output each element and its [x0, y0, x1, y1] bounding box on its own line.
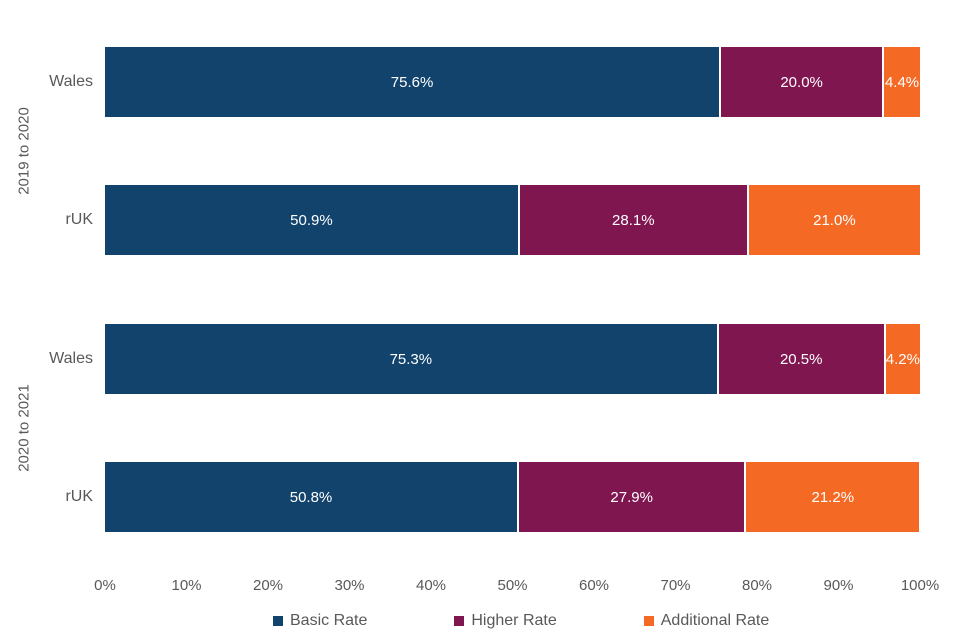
bar-value-label: 4.2% [885, 350, 920, 368]
legend-item-additional-rate: Additional Rate [643, 612, 770, 630]
bar-segment: 27.9% [519, 462, 747, 532]
bar-value-label: 75.3% [389, 350, 433, 368]
category-label: rUK [65, 488, 93, 505]
bar-row-ruk-1: 50.9% 28.1% 21.0% [105, 185, 920, 255]
bar-segment: 4.2% [885, 324, 920, 394]
bar-segment: 4.4% [884, 47, 920, 117]
bar-segment: 50.9% [105, 185, 520, 255]
category-label: Wales [49, 73, 93, 90]
bar-value-label: 50.8% [289, 488, 333, 506]
x-axis-tick-label: 0% [94, 577, 116, 594]
x-axis-tick-label: 40% [415, 577, 447, 594]
bar-value-label: 20.0% [780, 73, 823, 91]
x-axis-tick-label: 80% [741, 577, 773, 594]
bar-segment: 20.5% [718, 324, 886, 394]
legend-swatch-icon [454, 616, 465, 626]
bar-value-label: 50.9% [290, 211, 333, 229]
legend-swatch-icon [273, 616, 283, 626]
bar-segment: 75.6% [105, 47, 722, 117]
bar-value-label: 21.2% [811, 488, 855, 506]
bar-row-ruk-3: 50.8% 27.9% 21.2% [105, 462, 920, 532]
bar-row-wales-0: 75.6% 20.0% 4.4% [105, 47, 920, 117]
legend-item-basic-rate: Basic Rate [273, 612, 367, 630]
legend-label: Higher Rate [471, 612, 557, 629]
legend-swatch-icon [643, 616, 654, 626]
plot-area: 75.6% 20.0% 4.4% 50.9% 28.1% 21.0% 75.3% 20.5% 4… [105, 0, 920, 560]
x-axis-tick-label: 10% [171, 577, 202, 594]
bar-value-label: 20.5% [779, 350, 823, 368]
group-label: 2019 to 2020 [15, 107, 33, 195]
x-axis-tick-label: 50% [497, 577, 528, 594]
legend-label: Basic Rate [290, 612, 368, 629]
group-label: 2020 to 2021 [15, 384, 33, 472]
bar-value-label: 21.0% [813, 211, 856, 229]
x-axis-tick-label: 90% [823, 577, 854, 594]
bar-segment: 75.3% [105, 324, 719, 394]
bar-segment: 28.1% [519, 185, 749, 255]
bar-segment: 20.0% [721, 47, 885, 117]
bar-value-label: 75.6% [390, 73, 434, 91]
bar-value-label: 28.1% [612, 211, 655, 229]
bar-value-label: 4.4% [884, 73, 920, 91]
x-axis-tick-label: 100% [900, 577, 940, 594]
legend-label: Additional Rate [660, 612, 770, 629]
bar-segment: 21.2% [746, 462, 920, 532]
bar-value-label: 27.9% [610, 488, 653, 506]
legend: Basic Rate Higher Rate Additional Rate [273, 612, 769, 630]
x-axis-tick-label: 70% [660, 577, 691, 594]
bar-segment: 50.8% [105, 462, 520, 532]
x-axis-tick-label: 30% [334, 577, 365, 594]
legend-item-higher-rate: Higher Rate [454, 612, 557, 630]
category-label: rUK [65, 211, 93, 228]
category-label: Wales [49, 350, 93, 367]
x-axis-tick-label: 20% [252, 577, 284, 594]
x-axis-tick-label: 60% [578, 577, 610, 594]
bar-segment: 21.0% [748, 185, 920, 255]
bar-row-wales-2: 75.3% 20.5% 4.2% [105, 324, 920, 394]
